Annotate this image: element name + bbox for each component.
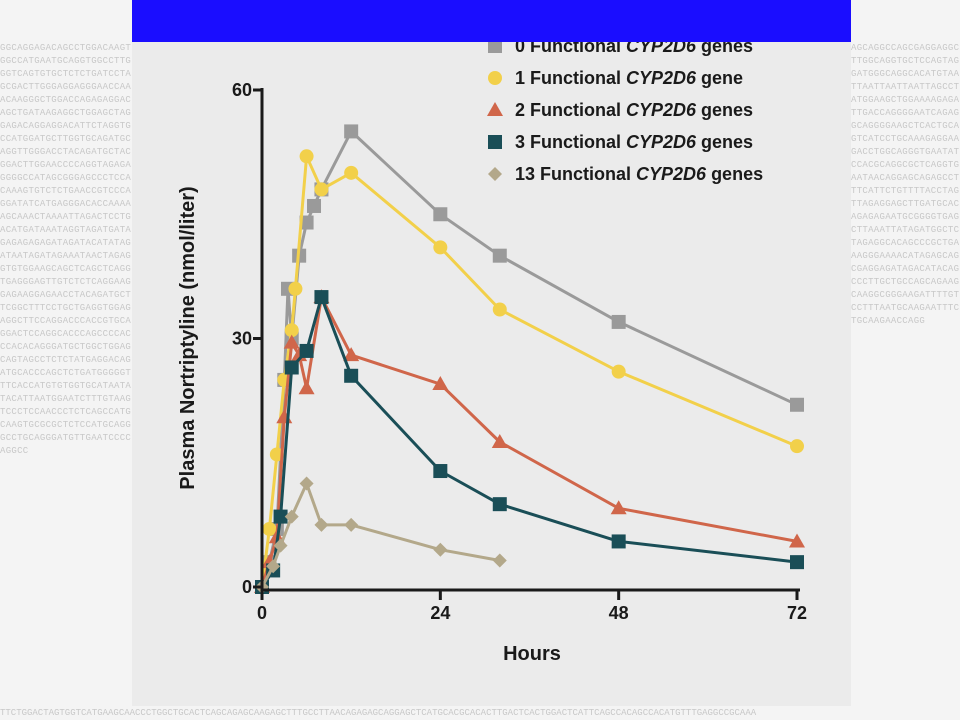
legend-label-2: 2 Functional CYP2D6 genes (515, 100, 753, 120)
data-point-3-6 (344, 368, 359, 383)
data-point-0-11 (433, 207, 448, 222)
legend-marker-2 (487, 102, 503, 116)
data-point-1-7 (314, 182, 329, 197)
chart-svg: 0 30 60 0 24 48 72 Hours Plasma Nortriptyline … (177, 36, 807, 665)
data-point-1-4 (284, 323, 299, 338)
top-color-band (0, 0, 960, 42)
data-point-1-8 (344, 165, 359, 180)
right-background-panel: AGCAGGCCAGCGAGGAGGCTTGGCAGGTGCTCCAGTAGGA… (851, 0, 960, 720)
data-point-2-10 (491, 434, 508, 449)
data-point-4-6 (344, 517, 359, 532)
legend-marker-3 (488, 135, 502, 149)
data-point-1-10 (492, 302, 507, 317)
series-line-4 (260, 482, 501, 588)
data-point-0-13 (611, 314, 626, 329)
x-tick-label-72: 72 (787, 603, 807, 623)
data-point-1-5 (288, 281, 303, 296)
data-point-0-12 (492, 248, 507, 263)
data-point-3-3 (284, 360, 299, 375)
data-point-3-5 (314, 290, 329, 305)
legend-marker-0 (488, 39, 502, 53)
data-point-0-8 (307, 198, 322, 213)
data-point-2-6 (298, 380, 315, 395)
legend-marker-1 (488, 71, 502, 85)
right-background-text: AGCAGGCCAGCGAGGAGGCTTGGCAGGTGCTCCAGTAGGA… (851, 43, 960, 326)
data-point-2-9 (432, 376, 449, 391)
legend-label-3: 3 Functional CYP2D6 genes (515, 132, 753, 152)
data-point-0-14 (790, 397, 804, 412)
series-line-1 (260, 154, 798, 588)
series-line-2 (260, 295, 798, 588)
legend-marker-4 (488, 167, 502, 181)
data-point-1-6 (299, 149, 314, 164)
x-tick-label-48: 48 (609, 603, 629, 623)
data-point-3-8 (492, 497, 507, 512)
data-point-1-1 (262, 522, 277, 537)
data-point-4-3 (284, 509, 299, 524)
y-tick-label-60: 60 (232, 80, 252, 100)
x-tick-label-24: 24 (430, 603, 450, 623)
data-point-0-7 (299, 215, 314, 230)
data-point-2-8 (343, 347, 360, 362)
series-4 (255, 476, 507, 594)
y-axis-title: Plasma Nortriptyline (nmol/liter) (177, 186, 199, 489)
data-point-3-7 (433, 464, 448, 479)
data-point-4-4 (299, 476, 314, 491)
data-point-2-4 (283, 334, 300, 349)
bottom-background-text: TTCTGGACTAGTGGTCATGAAGCAACCCTGGCTGCACTCA… (0, 706, 960, 720)
chart-figure: 0 30 60 0 24 48 72 Hours Plasma Nortriptyline … (132, 0, 851, 706)
tick-layer: 0 30 60 0 24 48 72 (232, 80, 807, 623)
data-point-4-7 (433, 542, 448, 557)
data-point-3-9 (611, 534, 626, 549)
series-layer (254, 124, 805, 594)
data-point-2-11 (610, 500, 627, 515)
data-point-3-10 (790, 555, 804, 570)
series-line-0 (260, 129, 798, 588)
x-axis-title: Hours (503, 643, 561, 665)
data-point-4-8 (492, 553, 507, 568)
data-point-2-12 (789, 533, 805, 548)
data-point-0-10 (344, 124, 359, 139)
y-tick-label-30: 30 (232, 329, 252, 349)
data-point-1-12 (790, 439, 804, 454)
data-point-4-5 (314, 517, 329, 532)
data-point-3-2 (273, 509, 288, 524)
left-background-text: GGCAGGAGACAGCCTGGACAAGTGGCCATGAATGCAGGTG… (0, 43, 132, 456)
left-background-panel: GGCAGGAGACAGCCTGGACAAGTGGCCATGAATGCAGGTG… (0, 0, 132, 720)
y-tick-label-0: 0 (242, 577, 252, 597)
legend-label-4: 13 Functional CYP2D6 genes (515, 164, 763, 184)
data-point-3-4 (299, 343, 314, 358)
x-tick-label-0: 0 (257, 603, 267, 623)
data-point-4-2 (273, 538, 288, 553)
data-point-1-9 (433, 240, 448, 255)
data-point-1-11 (611, 364, 626, 379)
data-point-4-1 (266, 559, 281, 574)
legend-label-1: 1 Functional CYP2D6 gene (515, 68, 743, 88)
series-1 (255, 149, 804, 594)
series-3 (255, 290, 804, 594)
